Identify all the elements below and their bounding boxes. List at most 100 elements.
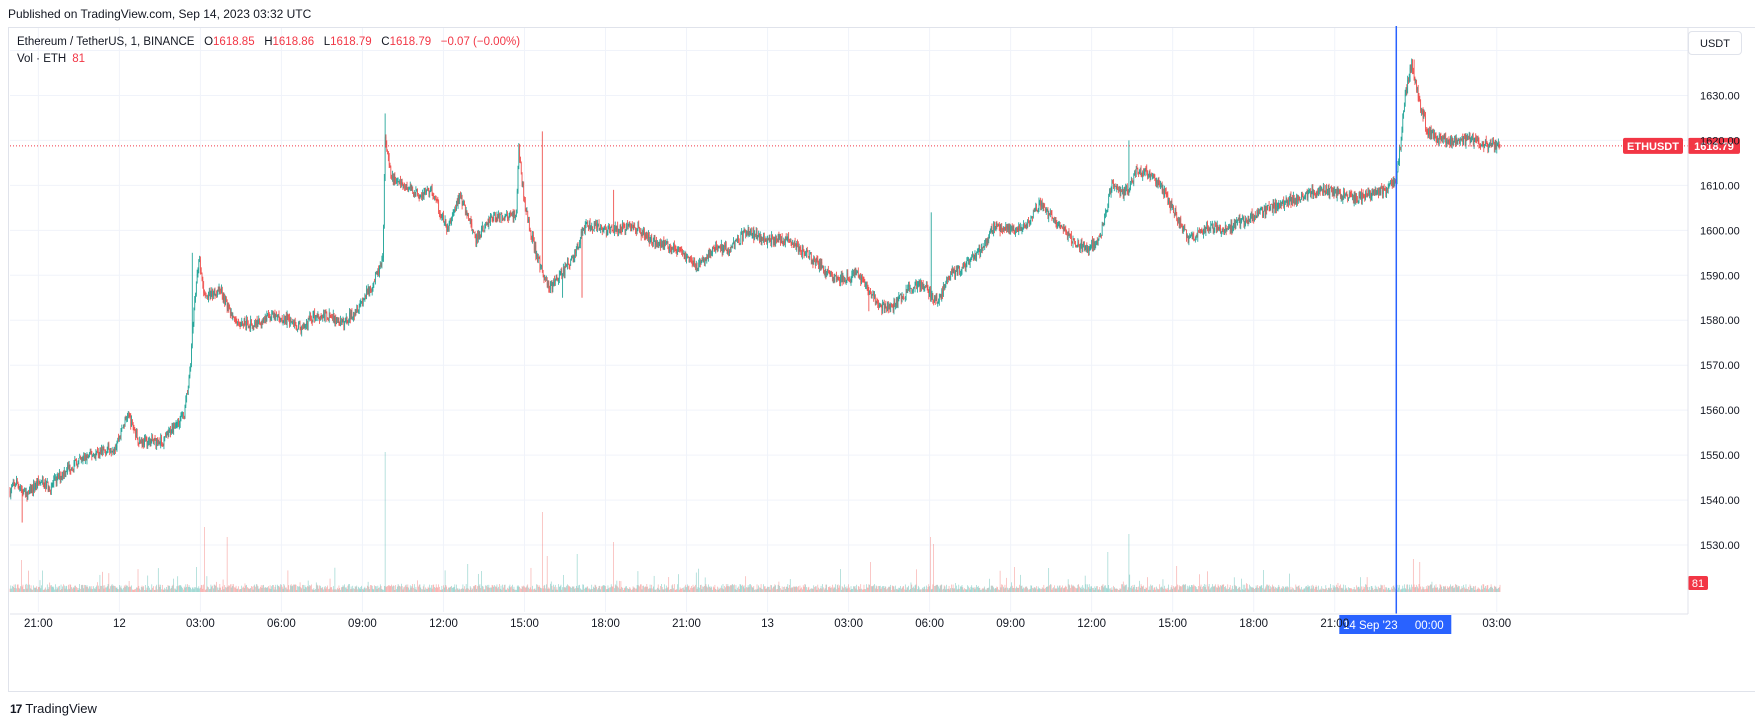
volume-bar (780, 588, 781, 592)
volume-bar (1220, 586, 1222, 592)
candle-body (934, 297, 935, 303)
volume-bar (1490, 584, 1492, 592)
candle-body (829, 272, 831, 276)
volume-bar (1211, 586, 1212, 592)
volume-bar (623, 589, 624, 592)
candle-body (1259, 212, 1260, 214)
candle-body (24, 488, 25, 490)
volume-bar (898, 587, 900, 592)
candle-body (131, 419, 132, 427)
candle-body (34, 483, 35, 490)
volume-bar (1077, 584, 1079, 592)
candle-body (367, 287, 369, 293)
candle-body (1051, 214, 1053, 218)
volume-bar (832, 584, 833, 592)
volume-bar (837, 584, 839, 592)
candle-body (514, 210, 516, 216)
volume-bar (1046, 586, 1048, 592)
candle-body (1127, 191, 1129, 193)
candle-body (242, 321, 243, 326)
candle-body (1026, 224, 1028, 228)
volume-bar (900, 589, 902, 592)
candle-body (71, 468, 72, 471)
volume-bar (473, 586, 475, 592)
volume-bar (12, 585, 13, 592)
volume-bar (950, 588, 951, 592)
volume-bar (1155, 589, 1156, 592)
volume-bar (580, 589, 582, 592)
volume-bar (346, 589, 348, 592)
volume-bar (376, 588, 378, 592)
volume-bar (1022, 588, 1024, 592)
candle-body (651, 236, 652, 243)
volume-bar (1245, 588, 1246, 592)
candle-body (469, 220, 471, 221)
volume-bar (1145, 587, 1147, 592)
volume-bar (1121, 584, 1122, 592)
candle-body (692, 262, 694, 266)
candle-body (162, 444, 164, 446)
candle-body (1195, 235, 1197, 237)
candle-body (107, 444, 109, 450)
volume-bar (990, 585, 992, 592)
volume-bar (121, 588, 123, 592)
candle-body (711, 253, 712, 255)
volume-bar (1367, 587, 1369, 592)
candle-body (315, 315, 317, 319)
volume-bar (751, 587, 753, 592)
candle-body (1040, 200, 1041, 207)
volume-bar (742, 584, 743, 592)
volume-bar (272, 585, 273, 592)
candle-body (26, 491, 28, 499)
candle-body (934, 297, 936, 301)
candle-body (1109, 192, 1111, 194)
volume-bar (386, 586, 388, 592)
candle-body (889, 305, 891, 310)
volume-bar (1044, 588, 1045, 592)
candle-body (259, 318, 260, 323)
volume-bar (503, 584, 505, 592)
candle-body (444, 219, 446, 222)
volume-bar (140, 589, 141, 592)
candle-body (114, 448, 115, 452)
volume-bar (1091, 586, 1092, 592)
candle-body (671, 248, 673, 253)
candle-body (1111, 180, 1113, 191)
volume-bar (1464, 588, 1466, 592)
volume-bar (375, 586, 376, 592)
candle-body (260, 322, 261, 324)
volume-bar (940, 584, 942, 592)
volume-bar (828, 586, 829, 592)
candle-body (838, 279, 840, 281)
volume-bar (217, 589, 219, 592)
volume-bar (730, 585, 732, 592)
candle-body (283, 317, 285, 323)
volume-bar (803, 586, 805, 592)
candle-body (353, 315, 354, 318)
candle-body (872, 294, 874, 295)
volume-bar (872, 585, 874, 592)
candle-body (421, 195, 422, 198)
candle-body (799, 246, 801, 248)
volume-bar (1223, 584, 1225, 592)
volume-bar (721, 585, 722, 592)
volume-bar (1041, 587, 1043, 592)
volume-bar (1160, 587, 1161, 592)
volume-bar (320, 587, 322, 592)
volume-bar (793, 586, 794, 592)
volume-bar (184, 587, 186, 592)
candle-body (1162, 189, 1164, 191)
candle-body (758, 233, 759, 236)
volume-bar (1172, 588, 1173, 592)
candle-body (541, 265, 542, 267)
volume-bar (1460, 588, 1462, 592)
volume-bar (1226, 589, 1228, 592)
candle-body (670, 249, 672, 253)
candle-body (317, 315, 319, 318)
volume-bar (115, 587, 117, 592)
candle-body (520, 161, 522, 174)
volume-bar (884, 586, 886, 592)
candle-body (362, 300, 364, 304)
volume-bar (134, 589, 136, 592)
